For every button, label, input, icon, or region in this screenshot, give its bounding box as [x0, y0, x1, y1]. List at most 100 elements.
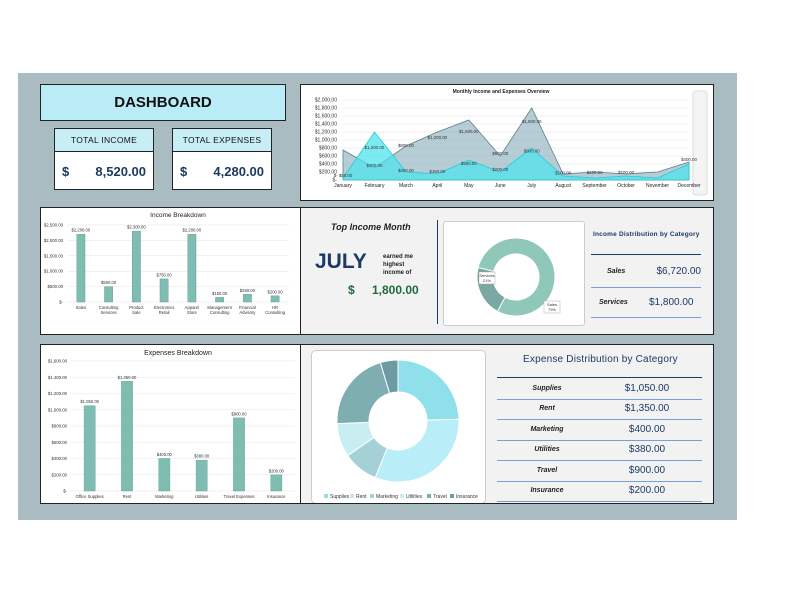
y-tick-label: $- — [63, 489, 67, 494]
data-label: $200.00 — [492, 167, 508, 172]
bar — [104, 286, 113, 303]
slice-label: 21% — [483, 278, 491, 283]
data-label: $200.00 — [268, 289, 284, 294]
x-tick-label: April — [432, 183, 442, 189]
bar — [158, 458, 171, 492]
x-tick-label: Advisory — [239, 310, 256, 315]
total-expenses-value: 4,280.00 — [213, 163, 264, 179]
top-income-title: Top Income Month — [331, 222, 411, 232]
y-tick-label: $1,400.00 — [48, 375, 68, 380]
x-tick-label: Sales — [76, 305, 86, 310]
expense-dist-label: Marketing — [530, 425, 564, 433]
x-tick-label: December — [677, 183, 700, 189]
slice-label: Services — [479, 273, 494, 278]
y-tick-label: $400.00 — [319, 162, 337, 168]
data-label: $2,200.00 — [183, 228, 202, 233]
slice-label-box — [543, 300, 561, 314]
data-label: $1,500.00 — [459, 129, 479, 134]
income-dist-label: Sales — [607, 267, 626, 275]
income-dist-row: Sales $6,720.00 — [591, 257, 701, 285]
donut-slice — [397, 359, 460, 421]
x-tick-label: August — [555, 183, 571, 189]
x-tick-label: Consulting — [99, 305, 119, 310]
bar — [243, 294, 252, 303]
donut-slice — [379, 359, 399, 394]
x-tick-label: Retail — [159, 310, 170, 315]
x-tick-label: Travel Expenses — [223, 494, 254, 499]
chart-title: Expenses Breakdown — [144, 350, 212, 357]
table-rule — [497, 377, 702, 378]
expense-dist-value: $1,050.00 — [624, 382, 670, 394]
data-label: $400.00 — [681, 157, 697, 162]
data-label: $2,200.00 — [72, 228, 91, 233]
bar — [233, 417, 245, 492]
x-tick-label: Rent — [123, 494, 133, 499]
x-tick-label: Management — [207, 305, 232, 310]
expense-dist-value: $900.00 — [628, 464, 666, 476]
income-breakdown-chart: Income Breakdown $- $500.00 $1,000.00 $1,500… — [44, 212, 289, 315]
y-tick-label: $800.00 — [51, 424, 67, 429]
legend-label: Marketing — [376, 494, 398, 500]
top-income-panel: Top Income Month JULY earned me highest … — [300, 207, 714, 335]
data-label: $200.00 — [269, 468, 285, 473]
slice-label: Sales — [547, 302, 557, 307]
y-tick-label: $2,000.00 — [44, 238, 64, 243]
income-donut-box: Sales 79% Services 21% — [443, 221, 585, 326]
income-dist-table: Sales $6,720.00 Services $1,800.00 — [591, 252, 701, 318]
series-area — [342, 131, 690, 181]
x-tick-label: Financial — [239, 305, 256, 310]
expense-dist-row: Travel $900.00 — [497, 460, 702, 481]
y-tick-label: $400.00 — [51, 456, 67, 461]
data-label: $600.00 — [492, 151, 508, 156]
x-tick-label: February — [364, 183, 385, 189]
legend-swatch — [370, 494, 374, 498]
data-label: $- $50.00 — [334, 173, 353, 178]
x-tick-label: HR — [272, 305, 278, 310]
legend-label: Supplies — [330, 494, 350, 500]
x-tick-label: Office Supplies — [76, 494, 104, 499]
total-income-currency: $ — [62, 163, 70, 179]
x-tick-label: Consulting — [210, 310, 230, 315]
y-tick-label: $1,800.00 — [315, 106, 337, 112]
table-rule — [497, 398, 702, 400]
expense-dist-row: Supplies $1,050.00 — [497, 378, 702, 399]
bar — [83, 405, 96, 492]
table-rule — [497, 501, 702, 502]
expense-dist-label: Utilities — [534, 446, 560, 454]
expense-dist-row: Insurance $200.00 — [497, 481, 702, 502]
x-tick-label: Electronics — [154, 305, 174, 310]
total-expenses-currency: $ — [180, 163, 188, 179]
data-label: $1,350.00 — [118, 375, 137, 380]
divider — [437, 220, 438, 324]
expense-dist-row: Rent $1,350.00 — [497, 399, 702, 420]
y-tick-label: $- — [59, 300, 63, 305]
x-tick-label: Sale — [132, 310, 141, 315]
top-income-month: JULY — [315, 250, 367, 273]
expense-donut-box: Supplies Rent Marketing Utilities Travel Insu… — [311, 350, 486, 503]
legend-swatch — [450, 494, 454, 498]
total-income-card: TOTAL INCOME $ 8,520.00 — [54, 128, 154, 190]
x-tick-label: Apparel — [185, 305, 200, 310]
legend-label: Travel — [433, 494, 447, 500]
top-income-amount: 1,800.00 — [372, 283, 419, 297]
y-tick-label: $2,500.00 — [44, 223, 64, 228]
y-tick-label: $500.00 — [47, 284, 63, 289]
top-income-currency: $ — [348, 283, 355, 297]
bar — [159, 278, 169, 303]
legend-swatch — [427, 494, 431, 498]
expense-dist-row: Marketing $400.00 — [497, 419, 702, 440]
data-label: $800.00 — [524, 149, 540, 154]
data-label: $1,050.00 — [80, 399, 99, 404]
data-label: $300.00 — [398, 168, 414, 173]
dashboard-title: DASHBOARD — [40, 84, 286, 121]
legend-swatch — [350, 494, 354, 498]
x-tick-label: October — [617, 183, 635, 189]
income-dist-label: Services — [599, 298, 628, 306]
expense-dist-value: $200.00 — [628, 485, 666, 497]
data-label: $750.00 — [157, 272, 173, 277]
y-tick-label: $600.00 — [51, 440, 67, 445]
table-rule — [497, 439, 702, 441]
data-label: $400.00 — [157, 452, 173, 457]
y-tick-label: $1,200.00 — [48, 391, 68, 396]
